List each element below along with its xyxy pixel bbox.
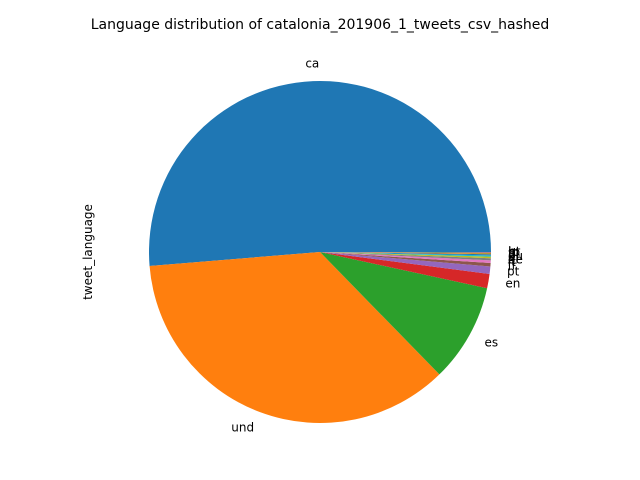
pie-label-in: in — [508, 246, 519, 260]
pie-label-en: en — [505, 277, 520, 291]
pie-slice-it — [320, 252, 491, 264]
pie-slice-en — [320, 252, 490, 289]
chart-title: Language distribution of catalonia_20190… — [91, 17, 550, 33]
pie-slice-ca — [149, 81, 491, 266]
pie-label-ro: ro — [508, 245, 520, 259]
pie-label-pt: pt — [507, 265, 520, 279]
pie-slice-tl — [320, 252, 491, 255]
pie-label-ca: ca — [305, 57, 319, 71]
pie-label-it: it — [508, 255, 516, 269]
pie-slice-ro — [320, 252, 491, 253]
pie-label-eu: eu — [508, 249, 523, 263]
pie-label-nl: nl — [508, 250, 519, 264]
pie-label-fr: fr — [508, 259, 517, 273]
y-axis-label: tweet_language — [81, 204, 95, 300]
pie-slice-pt — [320, 252, 491, 274]
pie-label-es: es — [485, 336, 499, 350]
pie-slice-de — [320, 252, 491, 261]
pie-label-tl: tl — [508, 247, 516, 261]
pie-slices — [149, 81, 491, 423]
pie-label-gl: gl — [508, 248, 519, 262]
pie-slice-es — [320, 252, 488, 375]
pie-slice-und — [149, 252, 440, 423]
pie-slice-nl — [320, 252, 491, 259]
pie-label-und: und — [231, 421, 254, 435]
pie-slice-in — [320, 252, 491, 254]
pie-slice-fr — [320, 252, 491, 267]
pie-label-de: de — [508, 253, 523, 267]
pie-slice-eu — [320, 252, 491, 257]
pie-slice-gl — [320, 252, 491, 256]
pie-label-ht: ht — [508, 245, 521, 259]
